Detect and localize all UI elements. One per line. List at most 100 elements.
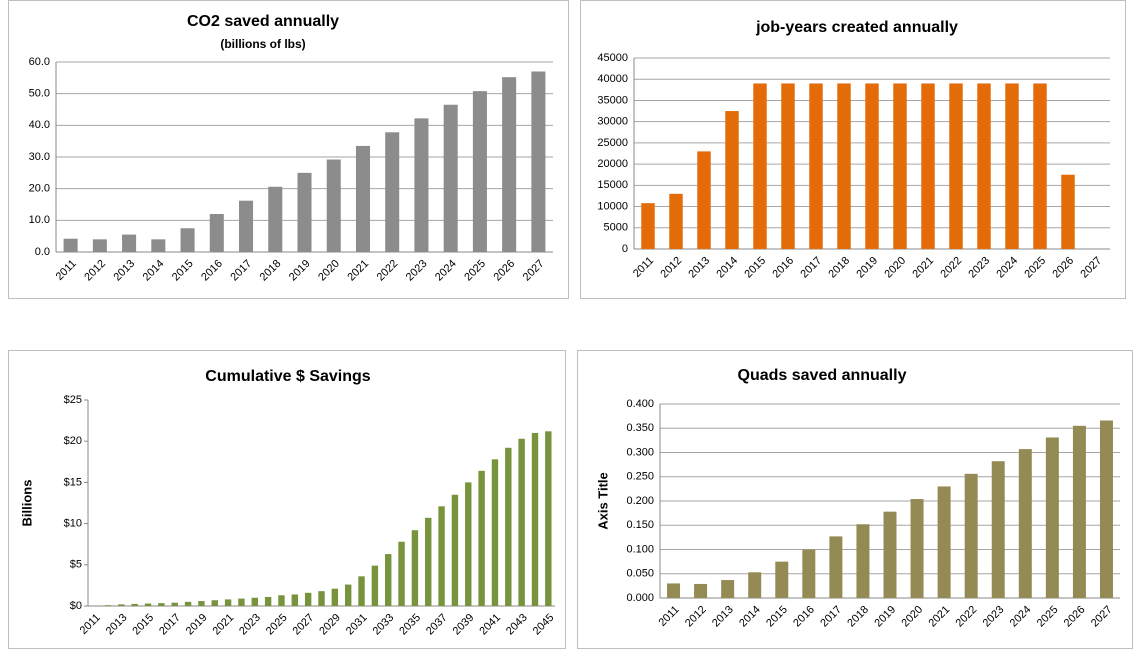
bar — [725, 111, 739, 249]
y-tick-label: 0.150 — [626, 519, 654, 531]
bar — [472, 91, 487, 252]
y-tick-label: 40.0 — [29, 119, 50, 131]
bar — [856, 524, 870, 598]
bar — [949, 83, 963, 249]
bar — [910, 499, 924, 598]
bar — [171, 602, 178, 606]
bar — [371, 565, 379, 606]
bar — [502, 77, 517, 252]
y-tick-label: 25000 — [597, 137, 628, 149]
bar — [1018, 449, 1032, 598]
bar — [721, 580, 735, 598]
bar — [964, 473, 978, 598]
bar — [491, 459, 499, 606]
bar — [641, 203, 655, 249]
chart-subtitle: (billions of lbs) — [220, 37, 305, 51]
y-tick-label: 0.200 — [626, 495, 654, 507]
bar — [268, 186, 283, 252]
bar — [465, 482, 472, 606]
bar — [531, 71, 546, 252]
bar — [104, 605, 112, 606]
bar — [545, 431, 552, 606]
chart-title: Cumulative $ Savings — [205, 368, 370, 385]
y-tick-label: $5 — [70, 559, 82, 571]
bar — [937, 486, 951, 598]
bar — [518, 438, 525, 606]
bar — [414, 118, 429, 252]
chart-title: CO2 saved annually — [187, 13, 339, 30]
bar — [144, 603, 152, 606]
bar — [122, 234, 137, 252]
y-tick-label: 30000 — [597, 116, 628, 128]
bar — [326, 159, 341, 252]
bar — [251, 597, 258, 606]
y-tick-label: 0 — [622, 243, 628, 255]
y-tick-label: 15000 — [597, 179, 628, 191]
bar — [264, 596, 272, 606]
y-tick-label: 0.0 — [35, 246, 50, 258]
bar — [425, 517, 432, 606]
bar — [753, 83, 767, 249]
y-tick-label: $0 — [70, 600, 82, 612]
bar — [883, 511, 897, 598]
y-tick-label: 30.0 — [29, 151, 50, 163]
bar — [92, 239, 107, 252]
y-tick-label: $25 — [64, 394, 82, 406]
y-tick-label: 0.300 — [626, 446, 654, 458]
y-tick-label: 20.0 — [29, 183, 50, 195]
bar — [211, 600, 218, 606]
bar — [297, 172, 312, 252]
bar — [991, 461, 1005, 598]
bar — [151, 239, 166, 252]
bar — [198, 601, 205, 606]
bar — [1005, 83, 1019, 249]
bar — [180, 228, 195, 252]
bar — [63, 238, 78, 252]
bar — [344, 584, 352, 606]
y-axis-title: Billions — [19, 480, 34, 527]
bar — [118, 604, 125, 606]
bar — [331, 588, 339, 606]
bar — [385, 132, 400, 252]
bar — [809, 83, 823, 249]
bar — [921, 83, 935, 249]
bar — [829, 536, 843, 598]
bar — [775, 561, 789, 598]
bar — [478, 470, 485, 606]
y-tick-label: 0.050 — [626, 568, 654, 580]
bar — [184, 601, 192, 606]
y-tick-label: 45000 — [597, 52, 628, 64]
y-axis-title: Axis Title — [595, 472, 610, 530]
bar — [438, 506, 445, 606]
bar — [385, 554, 392, 606]
y-tick-label: $10 — [64, 518, 82, 530]
bar — [977, 83, 991, 249]
y-tick-label: 10.0 — [29, 214, 50, 226]
bar — [291, 594, 299, 606]
bar — [158, 603, 165, 606]
y-tick-label: 0.000 — [626, 592, 654, 604]
bar — [531, 432, 539, 606]
y-tick-label: 0.350 — [626, 422, 654, 434]
y-tick-label: 20000 — [597, 158, 628, 170]
bar — [358, 576, 365, 606]
y-tick-label: 40000 — [597, 73, 628, 85]
bar — [238, 598, 245, 606]
y-tick-label: $15 — [64, 476, 82, 488]
chart-title: job-years created annually — [755, 19, 958, 36]
y-tick-label: 0.100 — [626, 543, 654, 555]
bar — [451, 494, 459, 606]
bar — [304, 592, 312, 606]
panel — [8, 350, 566, 649]
bar — [505, 447, 512, 606]
bar — [131, 603, 138, 606]
bar — [1072, 425, 1086, 598]
panel — [577, 350, 1133, 649]
y-tick-label: $20 — [64, 435, 82, 447]
bar — [411, 530, 419, 606]
bar — [781, 83, 795, 249]
bar — [443, 104, 458, 252]
y-tick-label: 50.0 — [29, 88, 50, 100]
bar — [1061, 174, 1075, 249]
